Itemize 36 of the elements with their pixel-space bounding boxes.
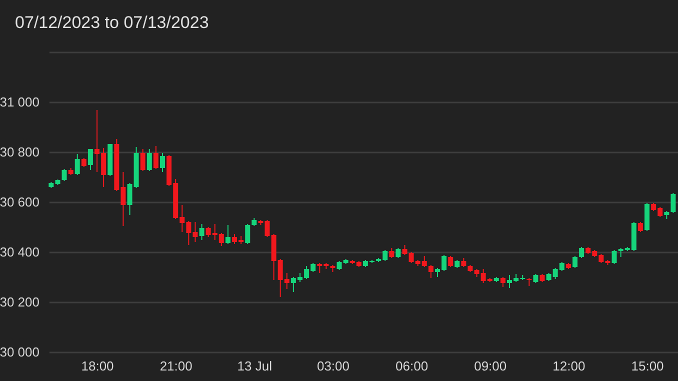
x-tick-label: 03:00 xyxy=(316,358,350,374)
chart-title: 07/12/2023 to 07/13/2023 xyxy=(15,13,209,32)
candlestick xyxy=(140,148,146,172)
candlestick xyxy=(389,248,394,258)
x-tick-label: 13 Jul xyxy=(237,358,272,374)
candlestick xyxy=(428,264,434,278)
candlestick xyxy=(88,148,93,170)
y-tick-label: 30 600 xyxy=(0,194,40,210)
y-tick-label: 30 800 xyxy=(0,144,40,160)
candlestick xyxy=(225,224,230,244)
candlestick xyxy=(153,146,158,170)
x-tick-label: 15:00 xyxy=(631,358,664,374)
y-tick-label: 30 200 xyxy=(0,294,40,310)
candlestick xyxy=(448,256,454,268)
candlestick xyxy=(670,192,676,214)
candlestick xyxy=(396,248,401,258)
x-tick-label: 06:00 xyxy=(396,358,428,374)
candlestick xyxy=(146,148,152,172)
candlestick xyxy=(74,154,80,176)
y-tick-label: 31 000 xyxy=(0,94,40,110)
candlestick xyxy=(572,256,578,268)
candlestick xyxy=(245,224,250,244)
y-tick-label: 30 000 xyxy=(0,344,40,360)
candlestick xyxy=(62,168,67,182)
candlestick xyxy=(612,250,617,264)
candlestick xyxy=(500,276,506,288)
candlestick xyxy=(402,244,408,256)
candlestick xyxy=(638,222,643,232)
x-tick-label: 21:00 xyxy=(160,358,192,374)
x-tick-label: 09:00 xyxy=(474,358,507,374)
candlestick xyxy=(199,224,204,240)
x-tick-label: 18:00 xyxy=(81,358,114,374)
candlestick xyxy=(579,246,584,258)
y-tick-label: 30 400 xyxy=(0,244,40,260)
candlestick xyxy=(160,152,165,172)
x-tick-label: 12:00 xyxy=(552,358,586,374)
